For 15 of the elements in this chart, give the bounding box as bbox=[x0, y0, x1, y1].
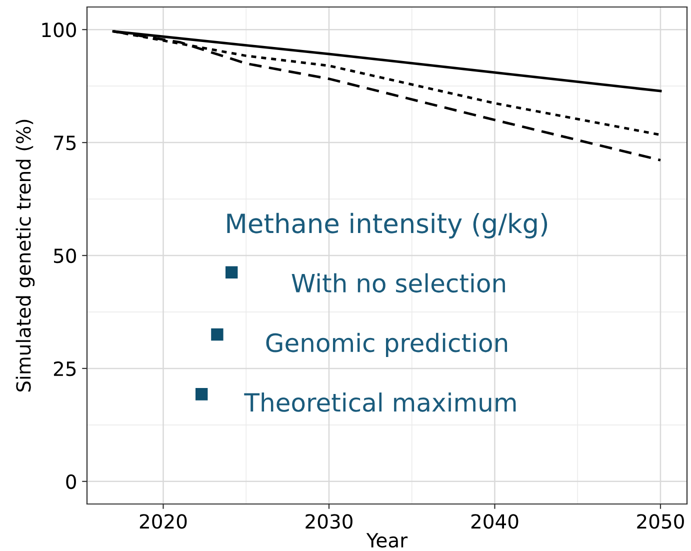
y-axis-title: Simulated genetic trend (%) bbox=[16, 120, 35, 392]
annotation: Methane intensity (g/kg) bbox=[227, 212, 548, 238]
x-tick-label: 2050 bbox=[637, 514, 684, 529]
y-tick-label: 0 bbox=[66, 474, 76, 490]
x-tick-label: 2040 bbox=[471, 514, 518, 529]
x-axis-title: Year bbox=[366, 533, 408, 548]
x-tick-label: 2020 bbox=[140, 514, 187, 529]
y-tick-label: 25 bbox=[54, 361, 76, 376]
y-tick-label: 100 bbox=[42, 22, 76, 38]
x-tick-label: 2030 bbox=[306, 514, 352, 529]
y-tick-label: 50 bbox=[54, 248, 76, 264]
annotation: Genomic prediction bbox=[266, 332, 508, 358]
annotation: With no selection bbox=[292, 273, 505, 293]
annotation: Theoretical maximum bbox=[244, 392, 516, 412]
y-tick-label: 75 bbox=[54, 136, 76, 150]
